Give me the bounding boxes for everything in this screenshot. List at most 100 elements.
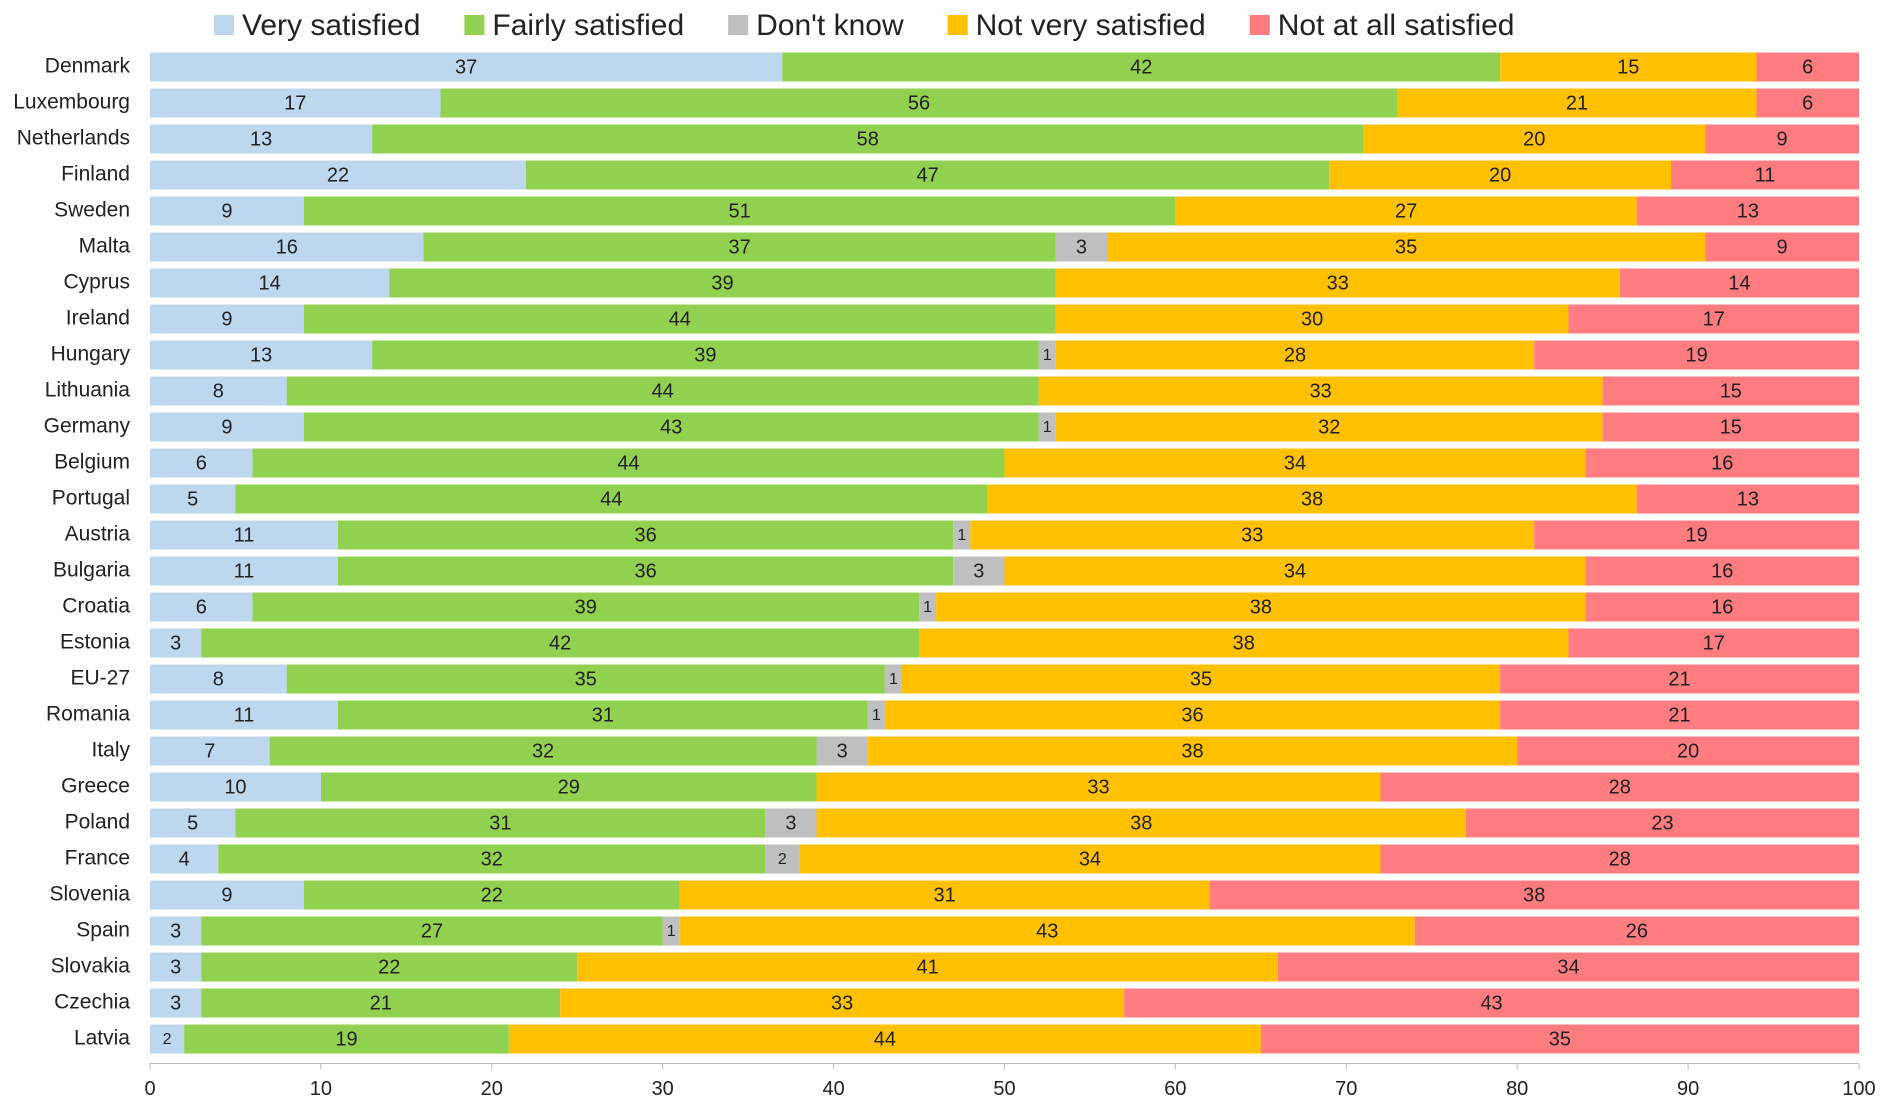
bar-segment [150, 844, 219, 874]
bar-segment [919, 628, 1569, 658]
legend-swatch [464, 15, 485, 35]
bar-segment [150, 520, 338, 550]
bar-segment [1209, 880, 1859, 910]
bar-segment [150, 196, 304, 226]
data-label: 6 [196, 452, 207, 474]
bar-segment [508, 1024, 1261, 1054]
bar-segment [150, 628, 202, 658]
data-label: 19 [1686, 344, 1708, 366]
bar-segment [303, 412, 1039, 442]
data-label: 35 [575, 668, 597, 690]
bar-segment [337, 520, 954, 550]
data-label: 21 [1566, 92, 1588, 114]
y-tick-label: Croatia [62, 595, 130, 618]
bar-segment [320, 772, 817, 802]
data-label: 3 [1076, 236, 1087, 258]
bar-segment [1363, 124, 1706, 154]
data-label: 4 [179, 848, 190, 870]
data-label: 5 [187, 812, 198, 834]
bar-segment [150, 232, 424, 262]
bar-segment [150, 808, 236, 838]
y-tick-label: Cyprus [63, 271, 130, 294]
y-tick-label: Luxembourg [13, 91, 130, 114]
y-tick-label: Finland [61, 163, 130, 186]
bar-segment [662, 916, 680, 946]
data-label: 38 [1250, 596, 1272, 618]
bar-segment [884, 700, 1501, 730]
data-label: 31 [489, 812, 511, 834]
data-label: 38 [1130, 812, 1152, 834]
bar-segment [235, 808, 766, 838]
data-label: 27 [421, 920, 443, 942]
y-tick-label: Poland [65, 811, 130, 834]
data-label: 21 [1668, 668, 1690, 690]
bar-segment [1397, 88, 1757, 118]
y-tick-label: Lithuania [45, 379, 131, 402]
data-label: 6 [196, 596, 207, 618]
bar-segment [919, 592, 937, 622]
y-tick-label: Sweden [54, 199, 130, 222]
bar-segment [679, 916, 1415, 946]
y-tick-label: Belgium [54, 451, 130, 474]
legend-label: Not very satisfied [976, 9, 1206, 42]
data-label: 33 [1241, 524, 1263, 546]
data-label: 22 [481, 884, 503, 906]
data-label: 1 [872, 707, 881, 724]
data-label: 58 [857, 128, 879, 150]
data-label: 1 [923, 599, 932, 616]
data-label: 9 [221, 884, 232, 906]
bar-segment [150, 52, 783, 82]
bar-segment [1636, 484, 1859, 514]
bar-segment [286, 376, 1039, 406]
bar-segment [286, 664, 885, 694]
data-label: 3 [170, 920, 181, 942]
bar-segment [372, 340, 1039, 370]
data-label: 7 [204, 740, 215, 762]
data-label: 14 [259, 272, 281, 294]
bar-segment [1619, 268, 1859, 298]
bar-segment [1055, 340, 1535, 370]
data-label: 19 [335, 1028, 357, 1050]
bar-segment [1585, 592, 1859, 622]
bar-segment [150, 772, 321, 802]
x-tick-label: 0 [144, 1078, 155, 1097]
bar-segment [1500, 664, 1859, 694]
bar-segment [987, 484, 1637, 514]
bar-segment [1636, 196, 1859, 226]
bar-segment [150, 412, 304, 442]
bar-segment [1380, 844, 1859, 874]
data-label: 38 [1181, 740, 1203, 762]
data-label: 15 [1720, 380, 1742, 402]
bar-segment [337, 556, 954, 586]
data-label: 34 [1079, 848, 1101, 870]
bar-segment [1756, 52, 1859, 82]
data-label: 35 [1190, 668, 1212, 690]
data-label: 8 [213, 380, 224, 402]
data-label: 3 [170, 992, 181, 1014]
data-label: 51 [728, 200, 750, 222]
bar-segment [150, 988, 202, 1018]
data-label: 1 [957, 527, 966, 544]
bar-segment [150, 736, 270, 766]
data-label: 20 [1677, 740, 1699, 762]
data-label: 10 [224, 776, 246, 798]
bar-segment [150, 340, 373, 370]
x-tick-label: 80 [1506, 1078, 1528, 1097]
data-label: 11 [234, 524, 255, 546]
bar-segment [150, 124, 373, 154]
bar-segment [150, 592, 253, 622]
data-label: 9 [1777, 128, 1788, 150]
data-label: 21 [1668, 704, 1690, 726]
bar-segment [679, 880, 1210, 910]
x-tick-label: 20 [481, 1078, 503, 1097]
x-tick-label: 90 [1677, 1078, 1699, 1097]
y-tick-label: Netherlands [17, 127, 130, 150]
data-label: 17 [1703, 632, 1725, 654]
legend-label: Don't know [756, 9, 904, 42]
bar-segment [1055, 412, 1603, 442]
bar-segment [1277, 952, 1859, 982]
data-label: 1 [1043, 419, 1052, 436]
data-label: 1 [1043, 347, 1052, 364]
data-label: 36 [1181, 704, 1203, 726]
